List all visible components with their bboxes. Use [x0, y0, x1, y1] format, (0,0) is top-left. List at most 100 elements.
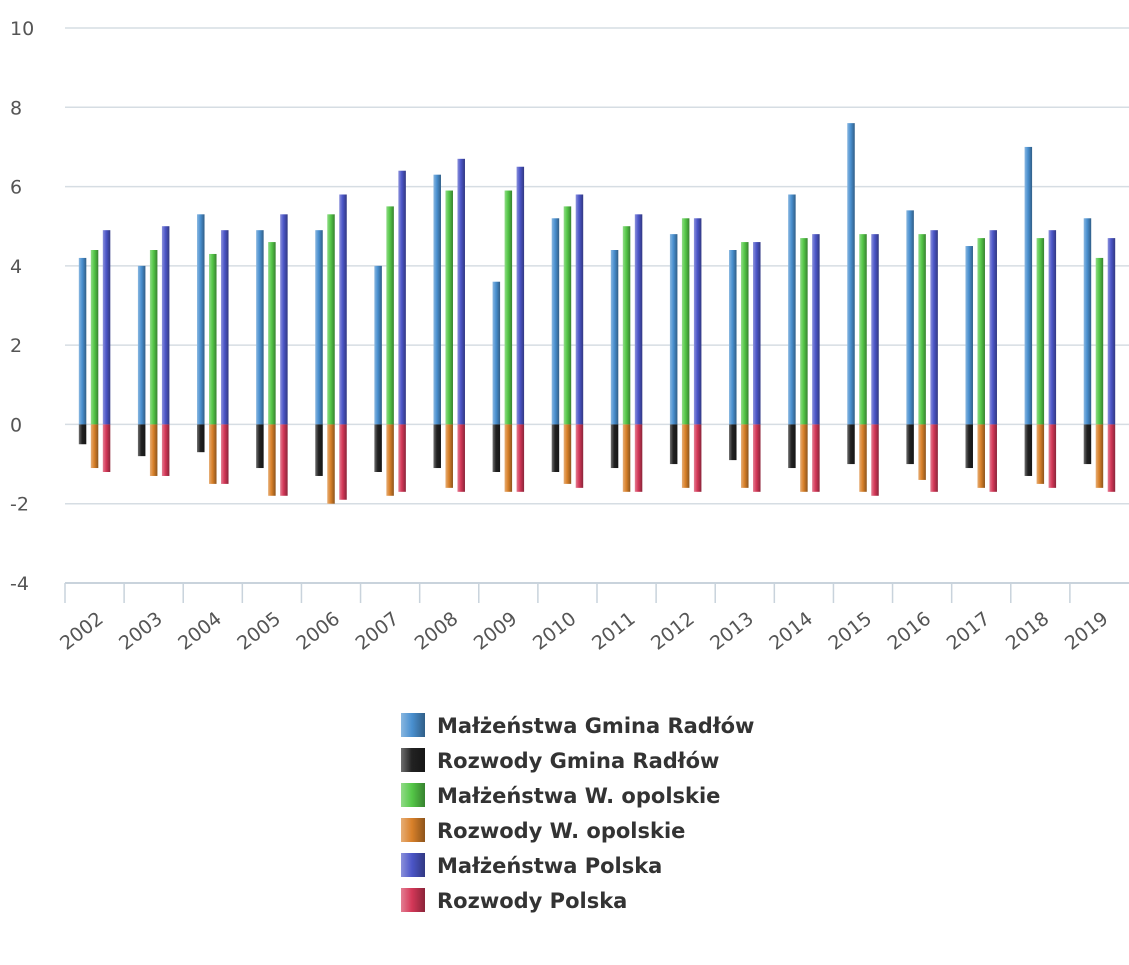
bar[interactable]: [906, 424, 914, 465]
legend-label[interactable]: Rozwody Gmina Radłów: [437, 749, 719, 773]
bar[interactable]: [1024, 146, 1033, 425]
bar[interactable]: [161, 226, 170, 425]
bar[interactable]: [221, 230, 229, 425]
legend-swatch[interactable]: [401, 713, 425, 737]
bar[interactable]: [209, 253, 217, 425]
bar[interactable]: [918, 234, 926, 425]
bar[interactable]: [930, 424, 938, 492]
bar[interactable]: [492, 281, 501, 425]
bar[interactable]: [197, 214, 205, 425]
bar[interactable]: [610, 424, 619, 469]
bar[interactable]: [315, 424, 323, 476]
legend-swatch[interactable]: [401, 818, 425, 842]
bar[interactable]: [268, 424, 276, 496]
bar[interactable]: [398, 170, 406, 425]
bar[interactable]: [102, 424, 111, 472]
bar[interactable]: [256, 424, 264, 469]
bar[interactable]: [669, 424, 678, 465]
bar[interactable]: [1107, 424, 1116, 492]
legend-label[interactable]: Rozwody W. opolskie: [437, 819, 685, 843]
bar[interactable]: [622, 226, 631, 425]
bar[interactable]: [977, 424, 985, 488]
bar[interactable]: [339, 194, 347, 425]
legend-label[interactable]: Małżeństwa Gmina Radłów: [437, 714, 754, 738]
bar[interactable]: [563, 206, 572, 425]
bar[interactable]: [800, 238, 808, 425]
bar[interactable]: [315, 230, 323, 425]
bar[interactable]: [386, 424, 394, 496]
bar[interactable]: [788, 194, 796, 425]
bar[interactable]: [445, 424, 453, 488]
bar[interactable]: [457, 424, 465, 492]
bar[interactable]: [930, 230, 938, 425]
bar[interactable]: [504, 190, 513, 425]
bar[interactable]: [90, 424, 99, 469]
bar[interactable]: [149, 250, 158, 425]
bar[interactable]: [1024, 424, 1033, 476]
bar[interactable]: [610, 250, 619, 425]
bar[interactable]: [622, 424, 631, 492]
bar[interactable]: [551, 218, 560, 425]
bar[interactable]: [504, 424, 513, 492]
bar[interactable]: [433, 174, 441, 425]
bar[interactable]: [753, 424, 761, 492]
bar[interactable]: [800, 424, 808, 492]
bar[interactable]: [847, 424, 855, 465]
bar[interactable]: [492, 424, 501, 472]
bar[interactable]: [374, 424, 382, 472]
bar[interactable]: [634, 424, 643, 492]
bar[interactable]: [1048, 424, 1057, 488]
bar[interactable]: [871, 234, 879, 425]
bar[interactable]: [268, 242, 276, 425]
bar[interactable]: [516, 424, 525, 492]
bar[interactable]: [280, 424, 288, 496]
bar[interactable]: [102, 230, 111, 425]
bar[interactable]: [457, 158, 465, 425]
bar[interactable]: [859, 424, 867, 492]
bar[interactable]: [197, 424, 205, 453]
bar[interactable]: [575, 194, 584, 425]
bar[interactable]: [669, 234, 678, 425]
bar[interactable]: [280, 214, 288, 425]
bar[interactable]: [812, 234, 820, 425]
bar[interactable]: [445, 190, 453, 425]
bar[interactable]: [149, 424, 158, 476]
bar[interactable]: [221, 424, 229, 484]
bar[interactable]: [386, 206, 394, 425]
bar[interactable]: [78, 424, 87, 445]
bar[interactable]: [1083, 424, 1092, 465]
bar[interactable]: [693, 218, 702, 425]
legend-swatch[interactable]: [401, 853, 425, 877]
bar[interactable]: [753, 242, 761, 425]
legend-label[interactable]: Małżeństwa W. opolskie: [437, 784, 720, 808]
bar[interactable]: [516, 166, 525, 425]
bar[interactable]: [551, 424, 560, 472]
bar[interactable]: [1095, 257, 1104, 425]
bar[interactable]: [788, 424, 796, 469]
legend-swatch[interactable]: [401, 888, 425, 912]
bar[interactable]: [741, 424, 749, 488]
bar[interactable]: [1083, 218, 1092, 425]
bar[interactable]: [256, 230, 264, 425]
bar[interactable]: [977, 238, 985, 425]
bar[interactable]: [563, 424, 572, 484]
bar[interactable]: [1036, 424, 1045, 484]
bar[interactable]: [137, 424, 146, 457]
bar[interactable]: [90, 250, 99, 425]
bar[interactable]: [812, 424, 820, 492]
bar[interactable]: [729, 250, 737, 425]
bar[interactable]: [374, 265, 382, 425]
bar[interactable]: [634, 214, 643, 425]
bar[interactable]: [859, 234, 867, 425]
bar[interactable]: [681, 218, 690, 425]
bar[interactable]: [989, 424, 997, 492]
bar[interactable]: [327, 424, 335, 504]
bar[interactable]: [1048, 230, 1057, 425]
bar[interactable]: [918, 424, 926, 480]
bar[interactable]: [693, 424, 702, 492]
bar[interactable]: [209, 424, 217, 484]
bar[interactable]: [1107, 238, 1116, 425]
bar[interactable]: [965, 246, 973, 425]
bar[interactable]: [681, 424, 690, 488]
legend-label[interactable]: Małżeństwa Polska: [437, 854, 662, 878]
